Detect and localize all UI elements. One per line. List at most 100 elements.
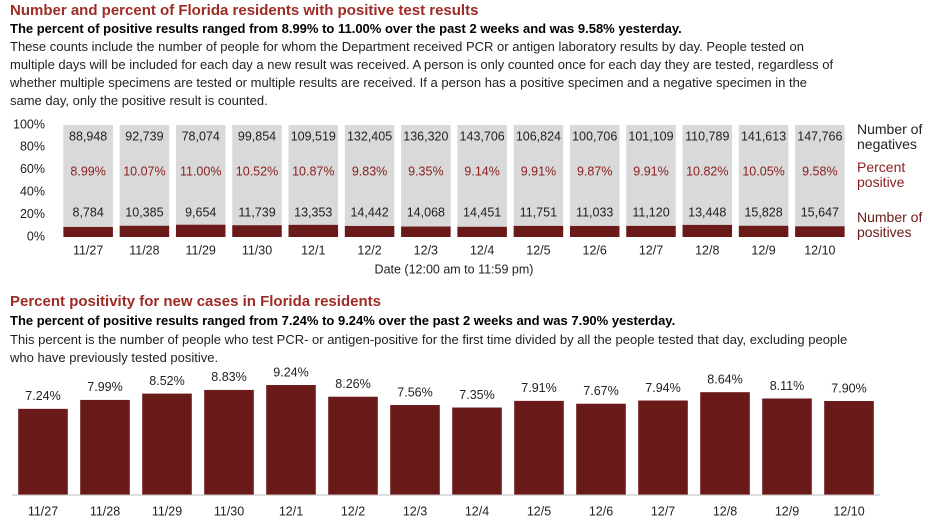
value-label: 9.91% (633, 164, 668, 178)
value-label: 9.35% (408, 164, 443, 178)
y-tick-label: 20% (20, 207, 45, 221)
value-label: 11,033 (576, 205, 613, 219)
value-label: 14,442 (350, 205, 388, 219)
x-axis-label: Date (12:00 am to 11:59 pm) (375, 262, 534, 276)
x-tick-label: 11/30 (214, 504, 244, 518)
bar (824, 400, 874, 495)
x-tick-label: 12/10 (804, 243, 835, 257)
x-tick-label: 11/29 (152, 504, 182, 518)
value-label: 7.99% (87, 380, 122, 394)
value-label: 7.90% (831, 381, 866, 395)
x-tick-label: 11/29 (186, 243, 216, 257)
bar-negatives (738, 125, 789, 226)
x-tick-label: 11/27 (73, 243, 103, 257)
x-tick-label: 12/5 (527, 504, 551, 518)
bar-positives (738, 225, 789, 237)
value-label: 136,320 (403, 129, 448, 143)
bar-positives (569, 225, 620, 237)
value-label: 106,824 (516, 129, 561, 143)
x-tick-label: 11/30 (242, 243, 272, 257)
value-label: 109,519 (291, 129, 336, 143)
chart-title: Number and percent of Florida residents … (10, 2, 479, 19)
x-tick-label: 12/8 (713, 504, 737, 518)
x-tick-label: 11/28 (129, 243, 159, 257)
legend-entry: Number of negatives (857, 121, 923, 152)
bar-negatives (175, 125, 226, 225)
value-label: 8.26% (335, 377, 370, 391)
bar-negatives (401, 125, 451, 227)
value-label: 8.52% (149, 374, 184, 388)
value-label: 13,448 (688, 205, 726, 219)
x-tick-label: 12/4 (465, 504, 489, 518)
x-tick-label: 12/1 (279, 504, 303, 518)
x-tick-label: 12/6 (583, 243, 607, 257)
bar (514, 400, 564, 495)
value-label: 10.05% (742, 164, 784, 178)
value-label: 9.58% (802, 164, 837, 178)
bar (80, 399, 130, 495)
bar-negatives (119, 125, 170, 226)
x-tick-label: 12/9 (751, 243, 775, 257)
bar-positives (232, 225, 282, 237)
value-label: 10,385 (125, 205, 163, 219)
x-tick-label: 12/7 (639, 243, 663, 257)
x-tick-label: 12/1 (301, 243, 325, 257)
value-label: 10.87% (292, 164, 334, 178)
value-label: 7.56% (397, 385, 432, 399)
bar-positives (401, 226, 451, 237)
bar (700, 392, 750, 495)
value-label: 8,784 (73, 205, 104, 219)
bar-negatives (626, 125, 676, 226)
bar-positives (288, 224, 339, 237)
bar-negatives (457, 125, 507, 227)
value-label: 143,706 (460, 129, 505, 143)
value-label: 11,751 (520, 205, 557, 219)
x-tick-label: 12/3 (414, 243, 438, 257)
value-label: 11,739 (238, 205, 275, 219)
value-label: 14,068 (407, 205, 445, 219)
y-tick-label: 60% (20, 162, 45, 176)
value-label: 8.64% (707, 372, 742, 386)
value-label: 9.24% (273, 365, 308, 379)
y-tick-label: 40% (20, 184, 45, 198)
bar-negatives (344, 125, 395, 226)
bar-negatives (569, 125, 620, 226)
x-tick-label: 11/27 (28, 504, 58, 518)
value-label: 92,739 (125, 129, 163, 143)
bar-negatives (513, 125, 564, 226)
bar-positives (626, 225, 676, 237)
value-label: 88,948 (69, 129, 107, 143)
bar-positives (795, 226, 845, 237)
x-tick-label: 11/28 (90, 504, 120, 518)
value-label: 11.00% (180, 164, 221, 178)
chart-subtitle: The percent of positive results ranged f… (10, 21, 682, 36)
value-label: 100,706 (572, 129, 617, 143)
bar-positives (175, 224, 226, 237)
y-tick-label: 0% (27, 229, 45, 243)
value-label: 15,647 (801, 205, 839, 219)
bar (328, 396, 378, 495)
bar-positives (119, 225, 170, 237)
x-tick-label: 12/10 (833, 504, 864, 518)
value-label: 99,854 (238, 129, 276, 143)
value-label: 11,120 (632, 205, 669, 219)
value-label: 7.94% (645, 381, 680, 395)
bar (452, 407, 502, 495)
bar-positives (513, 225, 564, 237)
bar (762, 398, 812, 495)
value-label: 7.67% (583, 384, 618, 398)
x-tick-label: 12/3 (403, 504, 427, 518)
value-label: 9.91% (521, 164, 556, 178)
bar-positives (457, 226, 507, 237)
bar-positives (63, 226, 113, 237)
bar-positives (682, 224, 733, 237)
x-tick-label: 12/4 (470, 243, 494, 257)
value-label: 13,353 (294, 205, 332, 219)
bar-negatives (288, 125, 339, 225)
value-label: 10.82% (686, 164, 728, 178)
bar-negatives (63, 125, 113, 227)
value-label: 141,613 (741, 129, 786, 143)
value-label: 7.91% (521, 381, 556, 395)
